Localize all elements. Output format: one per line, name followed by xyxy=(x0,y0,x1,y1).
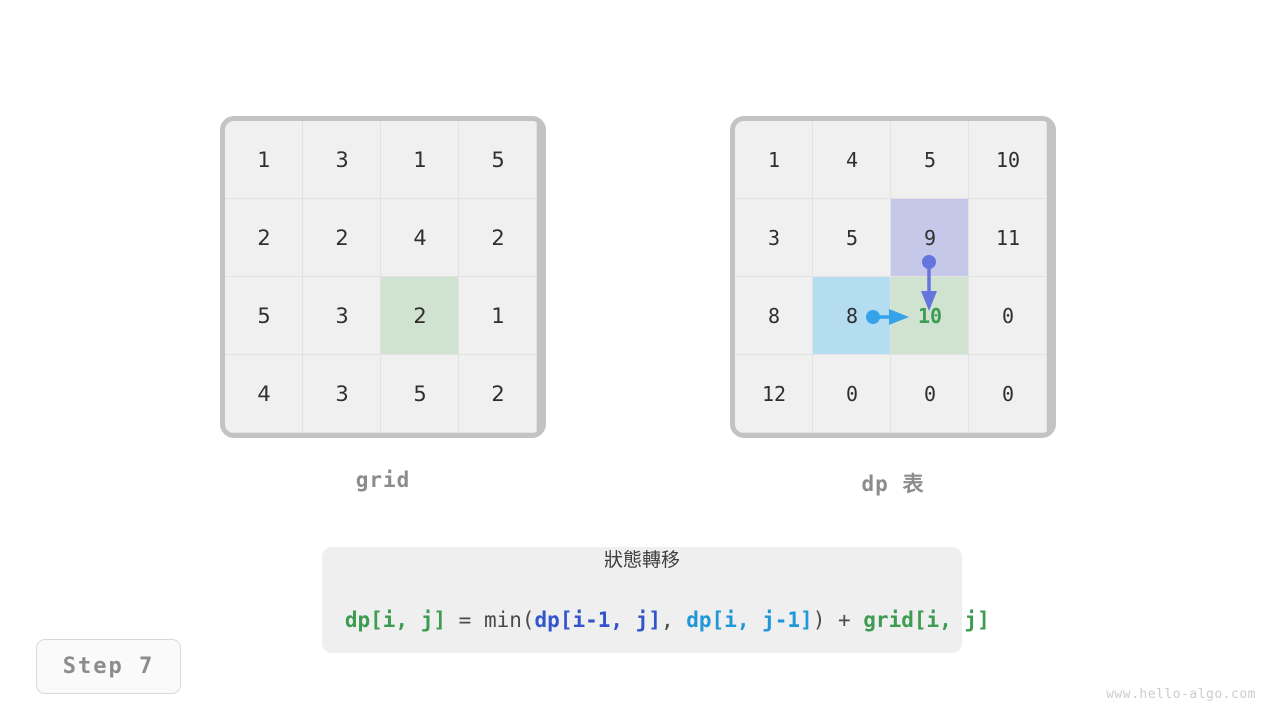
grid-cell: 2 xyxy=(459,199,537,277)
dp-cell: 8 xyxy=(735,277,813,355)
dp-cell: 0 xyxy=(969,355,1047,433)
state-transition-panel: 狀態轉移 dp[i, j] = min(dp[i-1, j], dp[i, j-… xyxy=(322,547,990,653)
formula-token-dp-left: dp[i, j-1] xyxy=(686,607,813,632)
grid-cell: 1 xyxy=(225,121,303,199)
state-transition-formula: dp[i, j] = min(dp[i-1, j], dp[i, j-1]) +… xyxy=(294,584,990,656)
formula-token-comma: , xyxy=(660,607,687,632)
grid-cell: 4 xyxy=(381,199,459,277)
grid-cell: 1 xyxy=(381,121,459,199)
grid-cell: 5 xyxy=(459,121,537,199)
grid-caption: grid xyxy=(355,468,411,492)
dp-cell: 10 xyxy=(969,121,1047,199)
grid-cell: 3 xyxy=(303,355,381,433)
dp-cell: 0 xyxy=(969,277,1047,355)
formula-token-grid: grid[i, j] xyxy=(863,607,990,632)
dp-cell: 4 xyxy=(813,121,891,199)
grid-table: 1 3 1 5 2 2 4 2 5 3 2 1 4 3 5 2 xyxy=(220,116,546,438)
dp-cell: 0 xyxy=(891,355,969,433)
grid-cell: 4 xyxy=(225,355,303,433)
dp-cell: 1 xyxy=(735,121,813,199)
grid-cell: 5 xyxy=(225,277,303,355)
grid-cell: 3 xyxy=(303,121,381,199)
dp-cell-source-above: 9 xyxy=(891,199,969,277)
formula-token-dp-target: dp[i, j] xyxy=(344,607,447,632)
dp-cell: 5 xyxy=(813,199,891,277)
formula-token-close-plus: ) + xyxy=(812,607,864,632)
grid-cell: 3 xyxy=(303,277,381,355)
dp-cell: 3 xyxy=(735,199,813,277)
grid-panel: 1 3 1 5 2 2 4 2 5 3 2 1 4 3 5 2 grid xyxy=(220,116,546,492)
dp-cell: 0 xyxy=(813,355,891,433)
step-badge: Step 7 xyxy=(36,639,181,694)
grid-cell-highlighted: 2 xyxy=(381,277,459,355)
grid-cell: 5 xyxy=(381,355,459,433)
dp-table: 1 4 5 10 3 5 9 11 8 8 10 0 12 0 0 0 xyxy=(730,116,1056,438)
dp-panel: 1 4 5 10 3 5 9 11 8 8 10 0 12 0 0 0 dp 表 xyxy=(730,116,1056,496)
dp-cell: 12 xyxy=(735,355,813,433)
dp-cell: 11 xyxy=(969,199,1047,277)
grid-cell: 2 xyxy=(303,199,381,277)
dp-cell: 5 xyxy=(891,121,969,199)
watermark: www.hello-algo.com xyxy=(1106,687,1256,702)
dp-cell-result: 10 xyxy=(891,277,969,355)
grid-cell: 2 xyxy=(225,199,303,277)
grid-cell: 2 xyxy=(459,355,537,433)
grid-cell: 1 xyxy=(459,277,537,355)
formula-token-dp-above: dp[i-1, j] xyxy=(534,607,661,632)
state-transition-title: 狀態轉移 xyxy=(603,548,680,571)
dp-cell-source-left: 8 xyxy=(813,277,891,355)
formula-token-min-open: = min( xyxy=(446,607,535,632)
dp-caption: dp 表 xyxy=(861,472,925,496)
